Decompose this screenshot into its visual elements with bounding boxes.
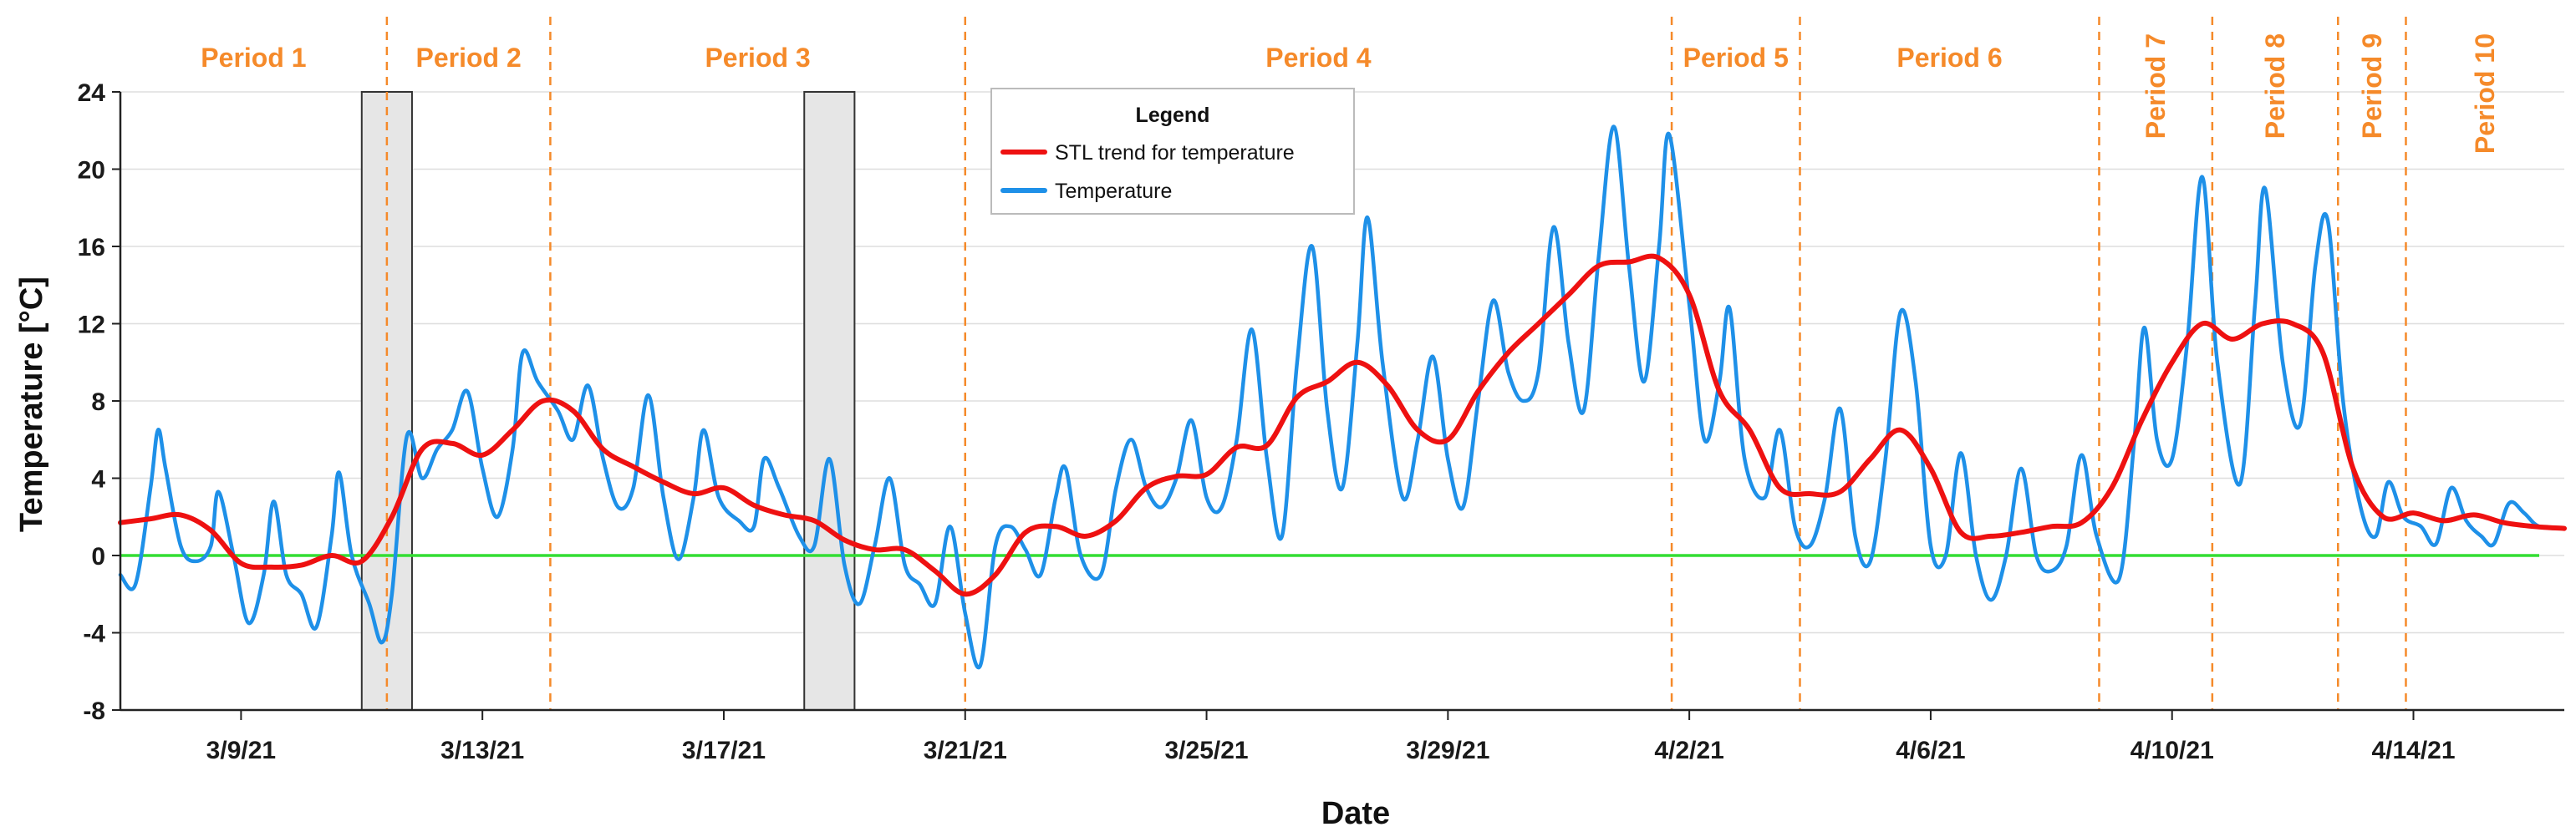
y-tick-label: 20 <box>78 157 105 185</box>
y-tick-label: 4 <box>91 466 105 494</box>
period-labels: Period 1 Period 2 Period 3 Period 4 Period 5… <box>201 33 2500 154</box>
period-label: Period 5 <box>1683 43 1789 73</box>
period-label: Period 6 <box>1896 43 2002 73</box>
legend-title: Legend <box>1136 104 1210 127</box>
legend-box <box>990 88 1355 215</box>
x-axis-ticks: 3/9/21 3/13/21 3/17/21 3/21/21 3/25/21 3/29/2… <box>206 710 2456 764</box>
x-tick-label: 3/29/21 <box>1406 737 1489 764</box>
period-label: Period 1 <box>201 43 306 73</box>
y-tick-label: 0 <box>91 543 105 571</box>
series-lines <box>118 124 2567 670</box>
x-tick-label: 3/13/21 <box>440 737 524 764</box>
period-label: Period 7 <box>2141 33 2171 139</box>
shaded-region <box>803 91 856 711</box>
legend-label-stl-trend: STL trend for temperature <box>1055 141 1295 165</box>
x-tick-label: 3/17/21 <box>682 737 766 764</box>
period-label: Period 3 <box>705 43 810 73</box>
period-dividers <box>385 17 2407 710</box>
y-tick-label: -4 <box>83 621 105 648</box>
x-tick-label: 4/14/21 <box>2371 737 2455 764</box>
period-label: Period 4 <box>1265 43 1371 73</box>
period-label: Period 2 <box>416 43 522 73</box>
x-tick-label: 4/10/21 <box>2131 737 2214 764</box>
legend-label-temperature: Temperature <box>1055 180 1172 203</box>
y-tick-label: -8 <box>83 698 105 725</box>
y-tick-label: 8 <box>91 388 105 416</box>
legend: Legend STL trend for temperature Tempera… <box>990 88 1355 215</box>
period-label: Period 9 <box>2357 33 2387 139</box>
period-label: Period 10 <box>2470 33 2500 154</box>
y-axis-title: Temperature [°C] <box>14 276 49 532</box>
x-axis-title: Date <box>1321 796 1390 831</box>
y-tick-label: 24 <box>78 79 106 107</box>
x-tick-label: 4/6/21 <box>1896 737 1965 764</box>
period-label: Period 8 <box>2260 33 2290 139</box>
y-tick-label: 16 <box>78 234 105 261</box>
series-line-temperature <box>118 124 2567 670</box>
x-tick-label: 3/9/21 <box>206 737 276 764</box>
series-line-stl-trend <box>118 253 2567 597</box>
y-tick-label: 12 <box>78 312 105 339</box>
x-tick-label: 4/2/21 <box>1654 737 1723 764</box>
y-axis-ticks: -8 -4 0 4 8 12 16 20 24 <box>78 79 120 725</box>
x-tick-label: 3/21/21 <box>924 737 1007 764</box>
x-tick-label: 3/25/21 <box>1165 737 1249 764</box>
